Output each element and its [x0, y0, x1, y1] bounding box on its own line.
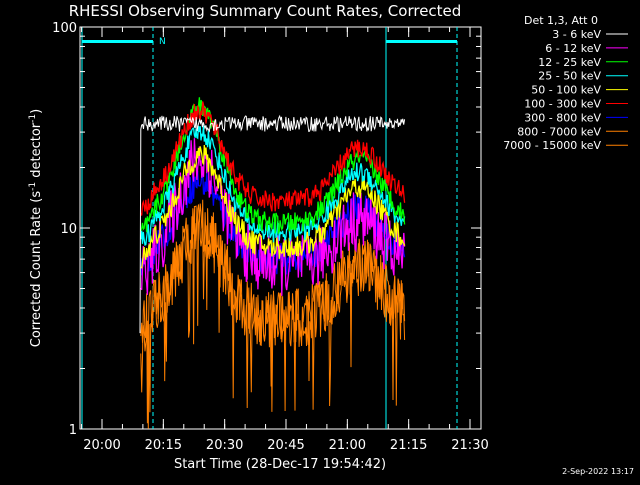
- legend-label-1: 6 - 12 keV: [545, 42, 601, 55]
- x-tick-label-5: 21:15: [390, 438, 427, 453]
- x-tick-label-1: 20:15: [145, 438, 182, 453]
- legend-label-6: 300 - 800 keV: [524, 111, 601, 124]
- legend-label-4: 50 - 100 keV: [531, 84, 601, 97]
- legend-label-2: 12 - 25 keV: [538, 56, 601, 69]
- y-tick-label-0: 1: [69, 423, 77, 438]
- legend-header: Det 1,3, Att 0: [524, 14, 598, 27]
- x-axis-label: Start Time (28-Dec-17 19:54:42): [174, 457, 386, 472]
- series-line-2: [140, 97, 406, 234]
- chart-title: RHESSI Observing Summary Count Rates, Co…: [69, 2, 462, 20]
- x-tick-label-4: 21:00: [329, 438, 366, 453]
- x-tick-label-6: 21:30: [451, 438, 488, 453]
- legend-label-0: 3 - 6 keV: [552, 28, 601, 41]
- x-tick-label-0: 20:00: [83, 438, 120, 453]
- legend-label-5: 100 - 300 keV: [524, 98, 601, 111]
- series-line-1: [140, 138, 406, 296]
- generation-timestamp: 2-Sep-2022 13:17: [562, 467, 634, 476]
- series-line-5: [140, 101, 406, 216]
- series-line-7: [140, 199, 406, 429]
- series-line-4: [140, 144, 406, 269]
- legend-label-8: 7000 - 15000 keV: [503, 139, 601, 152]
- x-tick-label-2: 20:30: [206, 438, 243, 453]
- night-bar-left: [82, 40, 153, 43]
- legend-label-7: 800 - 7000 keV: [517, 125, 601, 138]
- y-tick-label-2: 100: [52, 21, 77, 36]
- legend-label-3: 25 - 50 keV: [538, 70, 601, 83]
- series-line-0: [139, 114, 406, 334]
- x-tick-label-3: 20:45: [267, 438, 304, 453]
- series-line-3: [140, 125, 406, 246]
- y-tick-label-1: 10: [60, 222, 77, 237]
- y-axis-label: Corrected Count Rate (s-1 detector-1): [28, 109, 44, 347]
- tick-group: 1 10 100 20:00 20:15 20:30 20:45 21:00 21:15 21:3…: [52, 21, 489, 453]
- night-marker: N: [159, 37, 166, 47]
- series-group: [139, 97, 406, 429]
- night-bar-right: [386, 40, 457, 43]
